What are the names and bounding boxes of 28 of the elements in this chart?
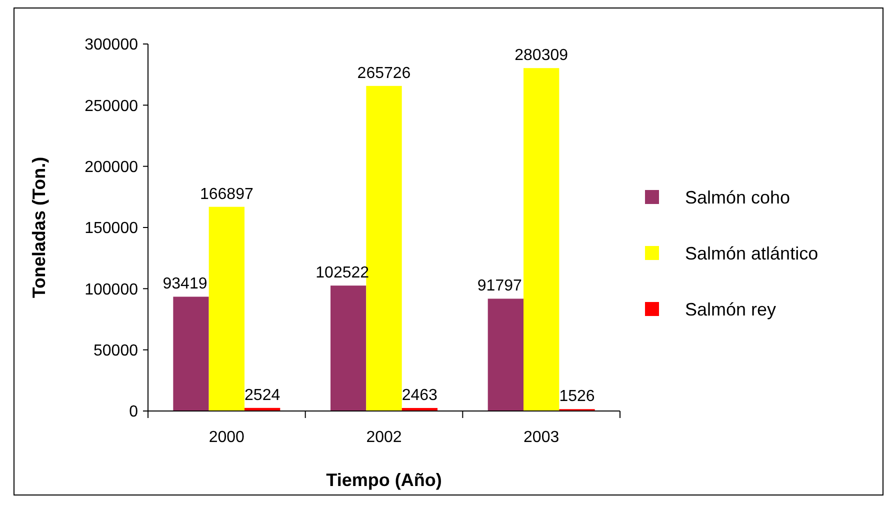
y-tick-label: 150000 xyxy=(84,220,138,238)
y-tick-label: 50000 xyxy=(94,342,138,360)
data-label: 1526 xyxy=(559,388,595,406)
x-axis-title: Tiempo (Año) xyxy=(326,470,442,490)
y-tick-label: 0 xyxy=(129,404,138,421)
y-tick-label: 300000 xyxy=(84,36,138,54)
bar xyxy=(524,68,560,411)
bar xyxy=(330,286,366,411)
x-tick-label: 2003 xyxy=(524,429,560,446)
data-label: 265726 xyxy=(357,64,411,82)
bar xyxy=(208,206,244,411)
legend-label: Salmón rey xyxy=(685,299,776,320)
y-axis-title: Toneladas (Ton.) xyxy=(29,156,49,298)
y-tick-label: 200000 xyxy=(84,158,138,176)
x-tick-label: 2000 xyxy=(208,429,245,446)
legend-label: Salmón atlántico xyxy=(685,243,818,264)
bar xyxy=(173,296,209,411)
data-label: 93419 xyxy=(162,276,208,293)
data-label: 2524 xyxy=(244,386,280,404)
data-label: 166897 xyxy=(200,186,254,203)
legend-label: Salmón coho xyxy=(685,187,790,208)
y-tick-label: 250000 xyxy=(84,98,138,115)
data-label: 2463 xyxy=(402,386,438,404)
x-tick-label: 2002 xyxy=(366,429,402,446)
y-tick-label: 100000 xyxy=(84,281,138,298)
data-label: 280309 xyxy=(514,47,568,64)
data-label: 91797 xyxy=(477,278,522,295)
bar xyxy=(488,298,524,411)
